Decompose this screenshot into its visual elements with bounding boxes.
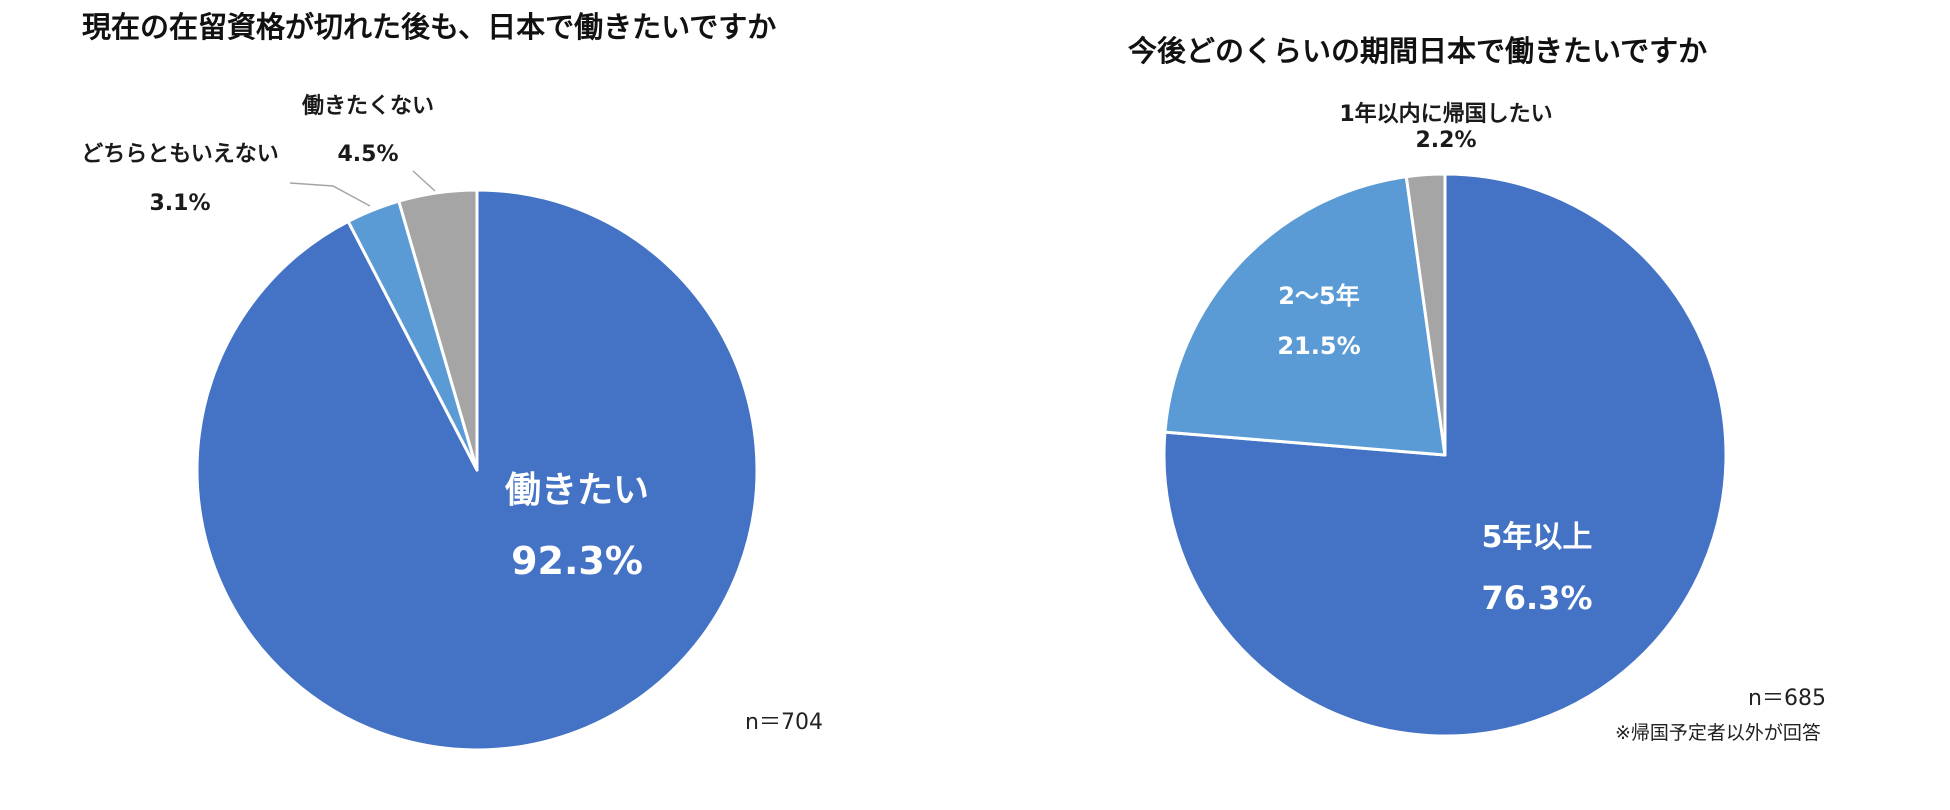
chart2-slice-3-label: 1年以内に帰国したい [1339,101,1552,127]
chart1-slice-3-value-label: 4.5% [337,142,398,167]
chart1-slice-2-label: どちらともいえない [81,142,279,167]
chart1-slice-2-leader-line [289,182,371,207]
chart2-slice-2-value-label: 21.5% [1277,332,1360,360]
chart2-slice-2-label: 2～5年 [1278,282,1359,310]
chart2-slice-3-value-label: 2.2% [1415,128,1476,153]
chart2-sample-size: n＝685 [1748,686,1826,711]
chart1-sample-size: n＝704 [745,710,823,735]
chart1-title: 現在の在留資格が切れた後も、日本で働きたいですか [82,10,777,44]
chart1-slice-3 [397,188,479,472]
chart2-footnote: ※帰国予定者以外が回答 [1615,722,1821,744]
chart2-slice-3 [1404,172,1447,457]
chart2-slice-1-label: 5年以上 [1482,520,1593,555]
chart2-slice-2 [1163,175,1447,457]
chart1-slice-1-label: 働きたい [505,470,649,511]
chart2-slice-1-value-label: 76.3% [1481,579,1592,617]
chart1-slice-3-label: 働きたくない [301,93,434,119]
chart1-slice-3-leader-line [412,170,436,192]
chart2-title: 今後どのくらいの期間日本で働きたいですか [1128,34,1708,68]
chart1-slice-1-value-label: 92.3% [511,539,643,583]
chart1-slice-2-value-label: 3.1% [149,191,210,216]
